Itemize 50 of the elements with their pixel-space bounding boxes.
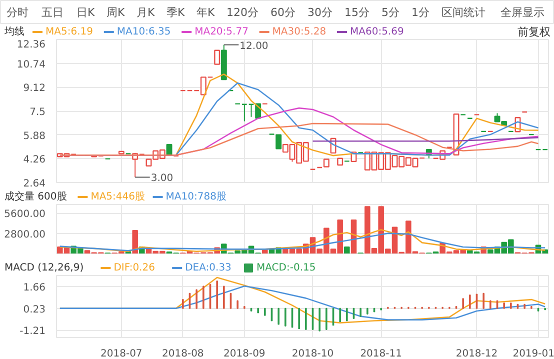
chart-title: 成交量 600股 xyxy=(4,190,67,202)
text: 30分 xyxy=(308,6,332,19)
chart-title: 均线 xyxy=(4,26,24,38)
legend-label: MA10:788股 xyxy=(166,192,226,202)
legend-label: MA20:5.77 xyxy=(194,26,248,38)
text: 前复权 xyxy=(518,26,550,38)
y-tick-label: 7.5 xyxy=(30,107,46,118)
text: 全屏显示 xyxy=(500,6,544,19)
y-tick-label: 2.64 xyxy=(23,178,46,190)
y-tick-label: 5.88 xyxy=(23,130,46,142)
text: 日K xyxy=(76,6,96,19)
x-tick-label: 2018-09 xyxy=(224,348,266,359)
legend-label: DIF:0.26 xyxy=(114,262,155,274)
legend-label: MA30:5.28 xyxy=(272,26,326,38)
x-tick-label: 2019-01 xyxy=(512,348,554,359)
chart-title: MACD (12,26,9) xyxy=(4,262,84,274)
text: 季K xyxy=(166,6,186,19)
y-tick-label: -1.21 xyxy=(20,326,46,338)
legend-label: DEA:0.33 xyxy=(185,262,232,274)
y-tick-label: 5600.00 xyxy=(4,209,46,220)
legend-label: MA60:5.69 xyxy=(350,26,404,38)
x-tick-label: 2018-08 xyxy=(162,348,204,359)
y-tick-label: 0.23 xyxy=(23,304,46,316)
text: 月K xyxy=(136,6,156,19)
text: 五日 xyxy=(42,6,64,19)
x-tick-label: 2018-07 xyxy=(100,348,142,359)
text: 分时 xyxy=(6,6,28,19)
legend-label: MACD:-0.15 xyxy=(256,262,316,274)
y-tick-label: 1.66 xyxy=(23,282,46,294)
x-tick-label: 2018-12 xyxy=(456,348,498,359)
x-tick-label: 2018-10 xyxy=(292,348,334,359)
annotation: 3.00 xyxy=(150,173,174,184)
text: 5分 xyxy=(382,6,400,19)
y-tick-label: 10.74 xyxy=(16,59,46,70)
text: 15分 xyxy=(344,6,370,19)
text: 周K xyxy=(106,6,126,19)
y-tick-label: 12.36 xyxy=(16,40,46,50)
legend-label: MA5:446股 xyxy=(90,192,145,202)
text: 区间统计 xyxy=(442,6,486,19)
annotation: 12.00 xyxy=(240,40,268,52)
text: 年K xyxy=(196,6,216,19)
x-tick-label: 2018-11 xyxy=(360,348,402,359)
text: 120分 xyxy=(226,6,258,19)
legend-label: MA5:6.19 xyxy=(46,26,93,38)
text: 1分 xyxy=(412,6,430,19)
y-tick-label: 9.12 xyxy=(23,83,46,94)
text: 60分 xyxy=(270,6,296,19)
y-tick-label: 4.26 xyxy=(23,154,46,166)
legend-label: MA10:6.35 xyxy=(116,26,171,38)
y-tick-label: 2800.00 xyxy=(4,229,46,240)
